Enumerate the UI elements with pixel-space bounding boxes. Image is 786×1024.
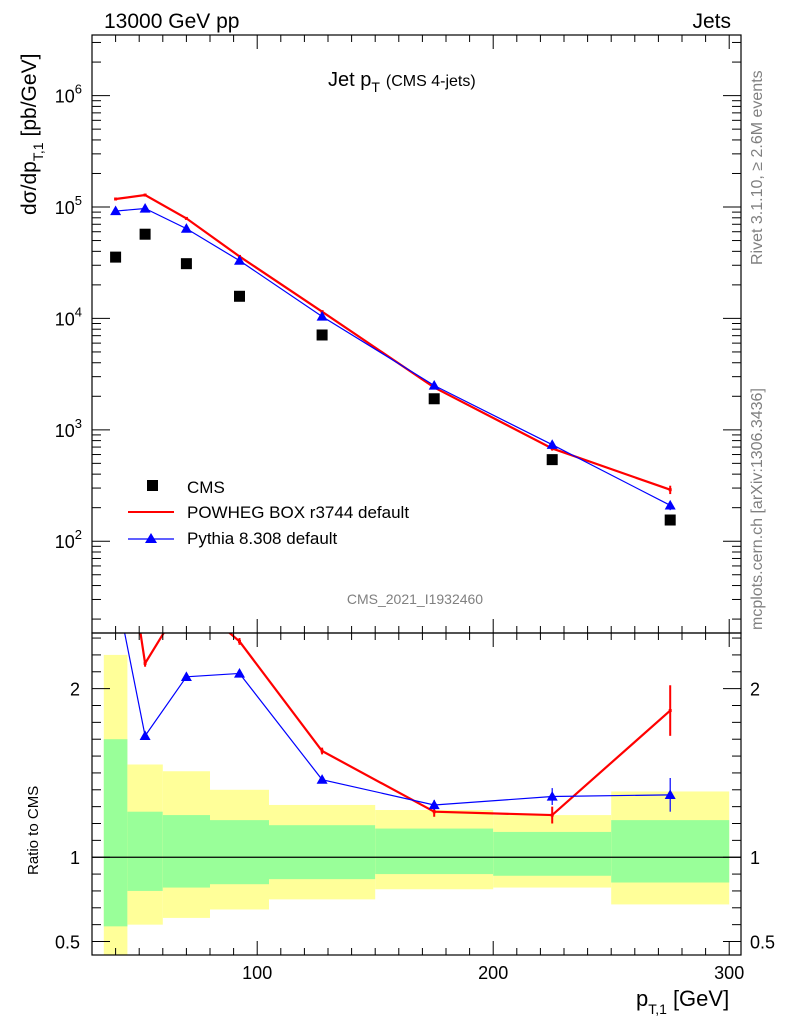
pythia-point: [110, 205, 122, 216]
x-axis-tick-label: 100: [242, 963, 272, 983]
ratio-panel-frame: [91, 632, 742, 956]
cms-point: [180, 258, 192, 270]
pythia-ratio-point: [428, 799, 440, 810]
pythia-point: [546, 439, 558, 449]
ratio-uncertainty-bands: [103, 654, 730, 955]
uncertainty-band-green: [611, 820, 730, 883]
cms-point: [234, 290, 245, 302]
y-axis-tick-label: 102: [55, 527, 82, 552]
cms-point: [428, 393, 440, 405]
powheg-ratio-point: [668, 709, 672, 713]
ratio-tick-label-left: 0.5: [55, 933, 80, 953]
powheg-ratio-line: [139, 633, 671, 817]
axis-ticks: 100 200 300 102 103 104 105 106 0.5 0.5 1 1 2 2: [55, 35, 775, 983]
cms-point: [110, 251, 122, 263]
powheg-ratio-point: [114, 468, 117, 471]
header-right: Jets: [692, 10, 731, 33]
ratio-tick-label-right: 1: [750, 848, 760, 868]
rivet-version-label: Rivet 3.1.10, ≥ 2.6M events: [749, 70, 766, 265]
pythia-ratio-point: [316, 774, 328, 784]
x-axis-label: pT,1 [GeV]: [636, 986, 729, 1017]
legend-label-pythia: Pythia 8.308 default: [187, 529, 338, 548]
legend-marker-cms: [147, 480, 158, 491]
powheg-line: [115, 193, 671, 491]
pythia-point: [428, 379, 440, 390]
powheg-ratio-point: [320, 749, 324, 753]
pythia-ratio-point: [664, 789, 676, 799]
powheg-point: [184, 216, 188, 220]
cms-point: [664, 514, 676, 526]
powheg-ratio-point: [185, 594, 188, 597]
header-left: 13000 GeV pp: [104, 10, 239, 33]
legend-marker-pythia: [145, 533, 157, 543]
main-panel-content: [110, 193, 676, 526]
cms-point: [139, 228, 151, 240]
ratio-panel-content: [92, 468, 741, 858]
legend: CMS POWHEG BOX r3744 default Pythia 8.30…: [128, 478, 409, 548]
uncertainty-band-green: [103, 739, 128, 927]
ratio-y-axis-label: Ratio to CMS: [25, 786, 42, 875]
uncertainty-band-green: [210, 820, 269, 885]
uncertainty-band-green: [127, 811, 163, 891]
pythia-ratio-point: [180, 671, 192, 681]
x-axis-tick-label: 300: [714, 963, 744, 983]
ratio-tick-label-left: 2: [70, 680, 80, 700]
pythia-ratio-line: [124, 633, 671, 806]
uncertainty-band-green: [162, 815, 210, 888]
powheg-point: [143, 193, 147, 197]
cms-point: [316, 329, 328, 341]
pythia-ratio-point: [546, 791, 558, 801]
x-axis-tick-label: 200: [478, 963, 508, 983]
legend-label-powheg: POWHEG BOX r3744 default: [187, 503, 409, 522]
uncertainty-band-green: [269, 825, 376, 880]
ratio-tick-label-right: 0.5: [750, 933, 775, 953]
legend-label-cms: CMS: [187, 478, 225, 497]
pythia-line: [115, 207, 671, 506]
mcplots-label: mcplots.cern.ch [arXiv:1306.3436]: [749, 388, 766, 630]
ratio-tick-label-left: 1: [70, 848, 80, 868]
y-axis-tick-label: 104: [55, 304, 82, 329]
powheg-ratio-point: [238, 639, 241, 643]
y-axis-label: dσ/dpT,1[pb/GeV]: [18, 54, 46, 215]
y-axis-tick-label: 103: [55, 416, 82, 441]
pythia-ratio-point: [234, 667, 245, 678]
powheg-point: [668, 488, 672, 492]
ratio-tick-label-right: 2: [750, 680, 760, 700]
pythia-point: [664, 499, 676, 510]
powheg-ratio-point: [432, 810, 436, 814]
powheg-point: [114, 197, 118, 201]
powheg-ratio-point: [550, 813, 554, 817]
analysis-id: CMS_2021_I1932460: [347, 591, 483, 607]
uncertainty-band-green: [493, 831, 612, 876]
uncertainty-band-green: [375, 828, 494, 875]
pythia-point: [180, 223, 192, 233]
chart-title: Jet pT (CMS 4-jets): [328, 69, 476, 95]
y-axis-tick-label: 105: [55, 193, 82, 218]
pythia-ratio-point: [139, 730, 151, 740]
pythia-point: [316, 311, 328, 321]
powheg-ratio-point: [143, 661, 147, 665]
pythia-point: [234, 255, 245, 265]
pythia-ratio-point: [110, 582, 121, 592]
y-axis-tick-label: 106: [55, 82, 82, 107]
pythia-point: [139, 202, 151, 213]
cms-point: [546, 454, 558, 466]
